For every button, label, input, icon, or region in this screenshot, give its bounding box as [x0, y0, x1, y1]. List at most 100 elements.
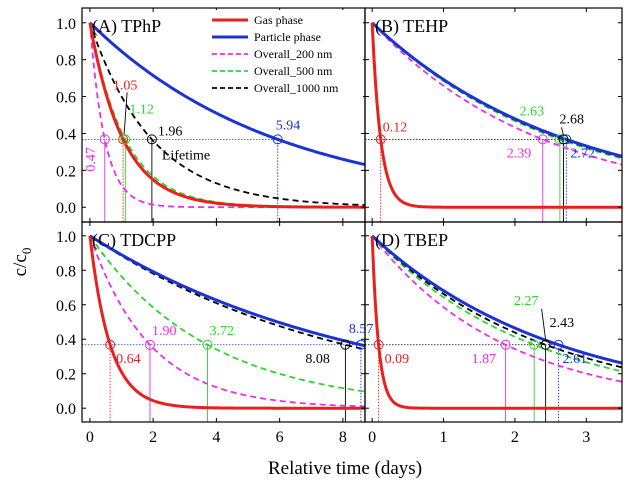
marker-overall_500 [529, 339, 540, 350]
annotation-arrow [561, 127, 564, 136]
series-particle [89, 234, 365, 348]
legend-label: Particle phase [254, 30, 321, 44]
lifetime-label-particle: 8.57 [349, 322, 374, 337]
panels: 0.0 0.2 0.4 0.6 0.8 1.0 (A) TPhP 1.05 1.12 1.96 5.… [56, 7, 623, 446]
plot-area [82, 21, 365, 222]
series-overall_200 [89, 235, 365, 408]
lifetime-label-particle: 5.94 [276, 118, 301, 133]
legend-label: Overall_200 nm [254, 47, 333, 61]
marker-gas [118, 134, 129, 145]
lifetime-label-gas: 0.64 [116, 352, 141, 367]
y-tick-label: 0.2 [56, 163, 76, 180]
marker-particle [561, 134, 572, 145]
y-tick-label: 0.8 [56, 263, 76, 280]
legend-label: Overall_1000 nm [254, 81, 339, 95]
lifetime-label-overall_500: 2.27 [514, 294, 539, 309]
y-tick-label: 0.8 [56, 53, 76, 70]
series-overall_1000 [371, 235, 622, 369]
panel-title: (C) TDCPP [92, 230, 176, 251]
legend-label: Gas phase [254, 13, 303, 27]
marker-particle [355, 339, 365, 350]
series-overall_200 [371, 235, 622, 383]
y-tick-label: 1.0 [56, 16, 76, 33]
panel-frame [364, 221, 623, 423]
series-overall_1000 [89, 22, 365, 206]
lifetime-label-gas: 1.05 [113, 78, 138, 93]
y-tick-label: 0.6 [56, 298, 76, 315]
y-axis-label-subscript: 0 [19, 248, 34, 255]
plot-area [365, 21, 622, 222]
series-gas [370, 22, 622, 209]
lifetime-label-overall_1000: 2.68 [559, 112, 584, 127]
legend-label: Overall_500 nm [254, 64, 333, 78]
series-particle [371, 21, 622, 158]
marker-overall_1000 [340, 339, 351, 350]
y-tick-label: 0.4 [56, 332, 76, 349]
marker-particle [272, 134, 283, 145]
panel-3: 0.0 0.2 0.4 0.6 0.8 1.0 0 2 4 6 8 (C) TDCPP 0.64 1.90… [56, 221, 374, 446]
lifetime-label-particle: 2.72 [570, 146, 595, 161]
y-tick-label: 1.0 [56, 229, 76, 246]
x-tick-label: 0 [368, 429, 376, 446]
series-gas [370, 235, 622, 410]
series-overall_1000 [371, 22, 622, 159]
annotation-arrow [123, 92, 128, 135]
lifetime-label-gas: 0.12 [383, 120, 408, 135]
marker-overall_1000 [540, 339, 551, 350]
series-overall_500 [371, 235, 622, 373]
marker-gas [375, 134, 386, 145]
series-overall_500 [371, 22, 622, 160]
marker-overall_200 [537, 134, 548, 145]
lifetime-label-overall_500: 2.63 [520, 104, 545, 119]
y-tick-label: 0.0 [56, 401, 76, 418]
series-gas [88, 235, 365, 410]
lifetime-label-overall_200: 0.47 [84, 147, 99, 172]
y-axis-label: c/c0 [10, 248, 34, 277]
y-tick-label: 0.2 [56, 367, 76, 384]
panel-4: 0 1 2 3 (D) TBEP 0.09 1.87 2.27 2.43 2.61 [364, 221, 623, 446]
lifetime-label-overall_200: 1.87 [472, 352, 497, 367]
series-overall_200 [371, 22, 622, 166]
series-gas [88, 22, 365, 209]
legend: Gas phase Particle phase Overall_200 nm Ove… [205, 10, 363, 98]
lifetime-label-overall_1000: 1.96 [158, 124, 183, 139]
panel-title: (A) TPhP [92, 16, 161, 37]
lifetime-label-particle: 2.61 [562, 352, 587, 367]
marker-gas [105, 339, 116, 350]
y-tick-label: 0.6 [56, 90, 76, 107]
x-tick-label: 6 [276, 429, 284, 446]
plot-area [82, 234, 365, 422]
lifetime-label-overall_200: 2.39 [507, 146, 531, 161]
lifetime-label-overall_200: 1.90 [152, 324, 177, 339]
series-overall_500 [89, 235, 365, 393]
svg-text:c/c0: c/c0 [10, 248, 34, 277]
x-tick-label: 3 [582, 429, 590, 446]
x-tick-label: 2 [149, 429, 157, 446]
x-tick-label: 2 [511, 429, 519, 446]
x-axis-label: Relative time (days) [268, 458, 422, 479]
marker-overall_500 [202, 339, 213, 350]
y-tick-label: 0.4 [56, 126, 76, 143]
series-particle [371, 234, 622, 365]
lifetime-label-gas: 0.09 [385, 352, 410, 367]
plot-area [365, 234, 622, 422]
lifetime-label-overall_1000: 8.08 [305, 352, 330, 367]
marker-overall_200 [144, 339, 155, 350]
x-tick-label: 8 [339, 429, 347, 446]
lifetime-label-overall_500: 1.12 [129, 102, 154, 117]
x-tick-label: 0 [86, 429, 94, 446]
marker-particle [553, 339, 564, 350]
y-tick-label: 0.0 [56, 200, 76, 217]
marker-overall_500 [554, 134, 565, 145]
marker-overall_1000 [146, 134, 157, 145]
panel-2: (B) TEHP 0.12 2.63 2.68 2.39 2.72 [364, 7, 623, 223]
marker-overall_500 [120, 134, 131, 145]
annotation-arrow [541, 308, 547, 340]
marker-gas [373, 339, 384, 350]
panel-title: (D) TBEP [375, 230, 448, 251]
lifetime-label-overall_500: 3.72 [210, 324, 235, 339]
lifetime-label-overall_1000: 2.43 [550, 316, 575, 331]
panel-title: (B) TEHP [375, 16, 448, 37]
series-particle [88, 21, 365, 167]
